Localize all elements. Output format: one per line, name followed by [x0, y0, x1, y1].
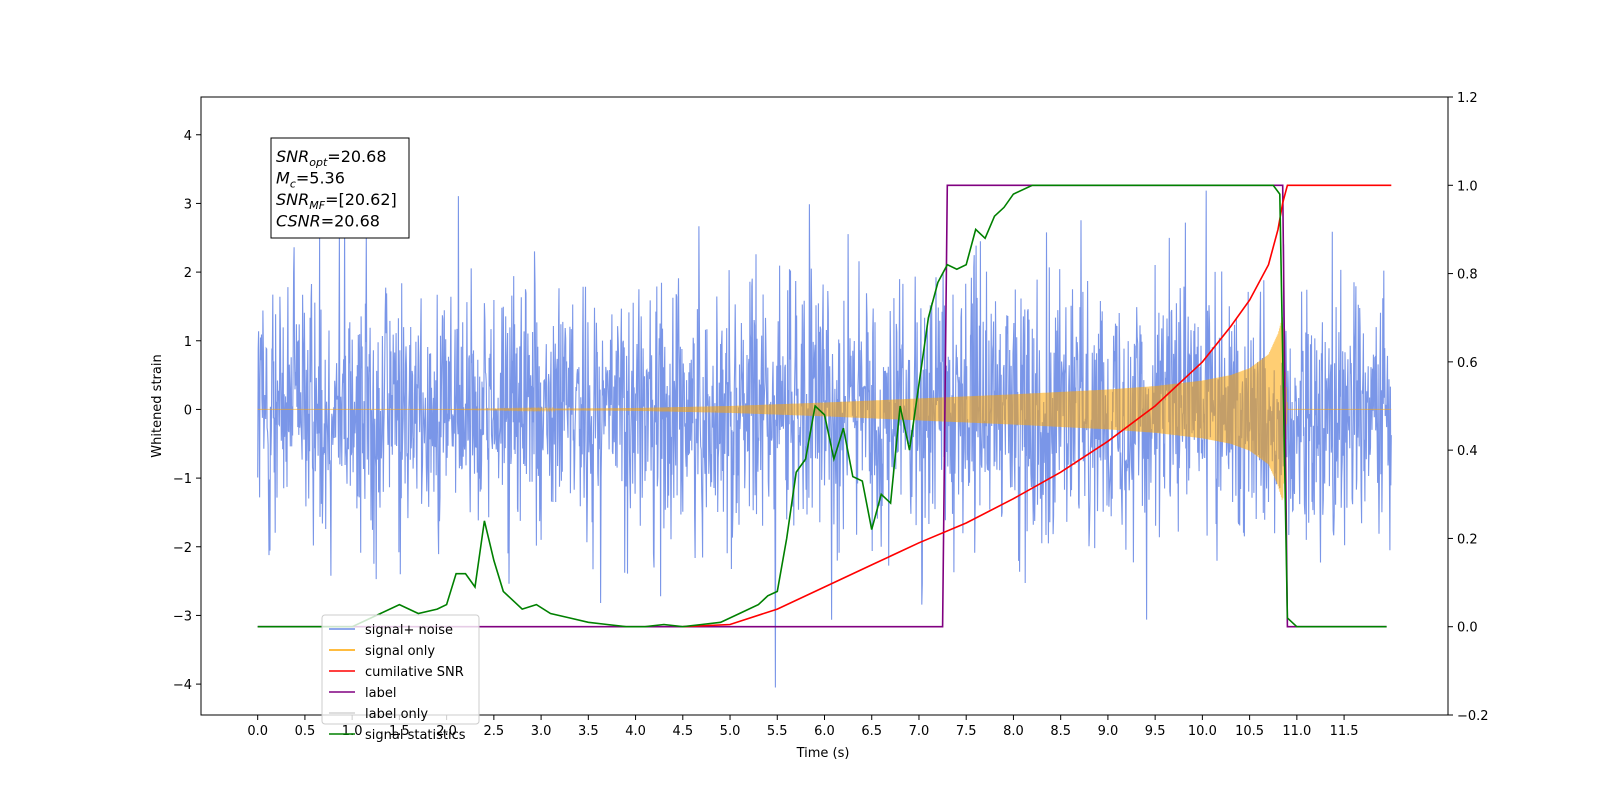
y-tick-label: 3: [184, 197, 192, 212]
legend-entry: label: [365, 686, 396, 701]
y-tick-label: −4: [173, 678, 192, 693]
y-tick-label: 0: [184, 403, 192, 418]
x-tick-label: 1.5: [389, 724, 410, 739]
x-axis-label: Time (s): [796, 746, 850, 761]
y2-tick-label: −0.2: [1457, 709, 1489, 724]
y-tick-label: −1: [173, 472, 192, 487]
y-axis-label: Whitened strain: [150, 354, 165, 457]
annotation-line: CSNR=20.68: [276, 212, 380, 231]
x-tick-label: 3.5: [578, 724, 599, 739]
x-tick-label: 9.0: [1098, 724, 1119, 739]
x-tick-label: 0.0: [247, 724, 268, 739]
legend-entry: signal statistics: [365, 728, 466, 743]
annotation-line: SNRopt=20.68: [276, 147, 387, 169]
x-tick-label: 2.0: [436, 724, 457, 739]
y-axis-left: −4 −3 −2 −1 0 1 2 3 4: [173, 129, 201, 693]
x-tick-label: 6.5: [861, 724, 882, 739]
x-tick-label: 11.0: [1282, 724, 1311, 739]
y2-tick-label: 1.0: [1457, 179, 1478, 194]
x-tick-label: 6.0: [814, 724, 835, 739]
legend-entry: label only: [365, 707, 428, 722]
x-tick-label: 1.0: [342, 724, 363, 739]
x-tick-label: 4.0: [625, 724, 646, 739]
x-tick-label: 8.5: [1050, 724, 1071, 739]
annotation-box: SNRopt=20.68Mc=5.36SNRMF=[20.62]CSNR=20.…: [270, 137, 410, 239]
legend-entry: signal only: [365, 644, 435, 659]
x-tick-label: 5.5: [767, 724, 788, 739]
y2-tick-label: 0.2: [1457, 532, 1478, 547]
y2-tick-label: 0.4: [1457, 444, 1478, 459]
y-axis-right: −0.2 0.0 0.2 0.4 0.6 0.8 1.0 1.2: [1448, 91, 1489, 724]
y-tick-label: 2: [184, 266, 192, 281]
legend-entry: cumilative SNR: [365, 665, 464, 680]
y2-tick-label: 0.6: [1457, 356, 1478, 371]
x-tick-label: 0.5: [295, 724, 316, 739]
legend: signal+ noise signal only cumilative SNR la…: [321, 614, 480, 743]
legend-frame: [321, 614, 480, 725]
series-signal-statistics-line: [257, 184, 1387, 628]
annotation-frame: [270, 137, 410, 239]
x-tick-label: 4.5: [672, 724, 693, 739]
x-tick-label: 11.5: [1330, 724, 1359, 739]
y-tick-label: 4: [184, 129, 192, 144]
y2-tick-label: 0.8: [1457, 268, 1478, 283]
series-layer: [257, 184, 1392, 688]
y-tick-label: 1: [184, 335, 192, 350]
x-tick-label: 10.5: [1235, 724, 1264, 739]
annotation-line: SNRMF=[20.62]: [276, 190, 397, 212]
x-tick-label: 5.0: [720, 724, 741, 739]
x-tick-label: 8.0: [1003, 724, 1024, 739]
x-axis: 0.0 0.5 1.0 1.5 2.0 2.5 3.0 3.5 4.0 4.5 5.0 5.5 6.0 6…: [247, 715, 1359, 739]
legend-entry: signal+ noise: [365, 623, 453, 638]
x-tick-label: 3.0: [531, 724, 552, 739]
x-tick-label: 9.5: [1145, 724, 1166, 739]
y2-tick-label: 1.2: [1457, 91, 1478, 106]
series-cumulative-snr-line: [682, 184, 1392, 628]
series-signal-noise-line: [257, 190, 1392, 688]
y2-tick-label: 0.0: [1457, 621, 1478, 636]
x-tick-label: 10.0: [1188, 724, 1217, 739]
series-signal-only-line: [257, 317, 1392, 501]
x-tick-label: 2.5: [484, 724, 505, 739]
annotation-line: Mc=5.36: [276, 169, 345, 191]
y-tick-label: −3: [173, 609, 192, 624]
x-tick-label: 7.5: [956, 724, 977, 739]
y-tick-label: −2: [173, 541, 192, 556]
x-tick-label: 7.0: [909, 724, 930, 739]
